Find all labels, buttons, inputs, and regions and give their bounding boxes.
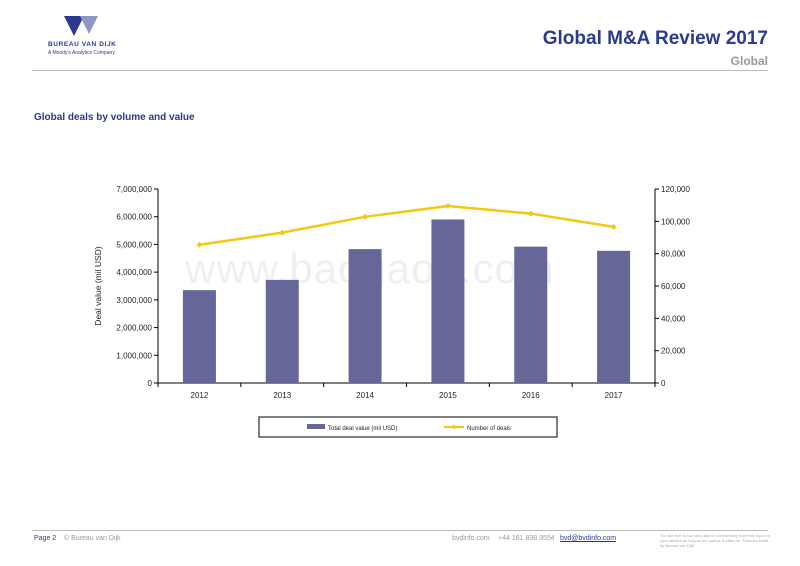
company-logo: BUREAU VAN DIJK A Moody's Analytics Comp… — [48, 16, 138, 56]
legend-bar-label: Total deal value (mil USD) — [328, 426, 397, 432]
x-tick-label: 2014 — [356, 391, 374, 400]
bar-2015 — [431, 219, 465, 383]
legend-bar-swatch — [307, 424, 325, 429]
line-point-2014 — [362, 213, 369, 220]
right-tick-label: 80,000 — [661, 250, 686, 259]
right-tick-label: 40,000 — [661, 314, 686, 323]
right-tick-label: 120,000 — [661, 185, 690, 194]
right-tick-label: 0 — [661, 379, 666, 388]
website-link[interactable]: bvdinfo.com — [452, 535, 490, 542]
bar-2017 — [597, 250, 631, 383]
left-tick-label: 6,000,000 — [116, 213, 152, 222]
left-tick-label: 4,000,000 — [116, 268, 152, 277]
line-point-2016 — [527, 210, 534, 217]
x-tick-label: 2015 — [439, 391, 457, 400]
left-tick-label: 7,000,000 — [116, 185, 152, 194]
line-point-2015 — [444, 202, 451, 209]
right-tick-label: 100,000 — [661, 217, 690, 226]
bar-2012 — [182, 290, 216, 383]
bvd-logo-icon — [64, 16, 98, 36]
y-axis-title: Deal value (mil USD) — [93, 246, 103, 326]
line-point-2012 — [196, 241, 203, 248]
bar-2013 — [265, 279, 299, 383]
left-tick-label: 5,000,000 — [116, 240, 152, 249]
brand-tagline: A Moody's Analytics Company — [48, 50, 115, 56]
report-title: Global M&A Review 2017 — [542, 28, 768, 49]
left-tick-label: 3,000,000 — [116, 296, 152, 305]
usage-note: You are free to use any data or commenta… — [660, 533, 771, 548]
right-tick-label: 60,000 — [661, 282, 686, 291]
x-tick-label: 2013 — [273, 391, 291, 400]
bar-2014 — [348, 249, 382, 383]
line-point-2017 — [610, 223, 617, 230]
email-link[interactable]: bvd@bvdinfo.com — [560, 535, 617, 542]
x-tick-label: 2017 — [605, 391, 623, 400]
report-subtitle: Global — [730, 54, 768, 68]
phone-number: +44 161 838 9554 — [498, 535, 555, 542]
legend-line-label: Number of deals — [467, 426, 511, 432]
left-tick-label: 2,000,000 — [116, 324, 152, 333]
copyright: © Bureau van Dijk — [64, 535, 121, 542]
footer-divider — [32, 530, 768, 531]
x-tick-label: 2016 — [522, 391, 540, 400]
page-number: Page 2 — [34, 535, 57, 542]
legend-line-marker — [451, 424, 457, 430]
legend-box — [258, 416, 558, 438]
bar-2016 — [514, 246, 548, 383]
header-divider — [32, 70, 768, 71]
left-tick-label: 0 — [148, 379, 153, 388]
section-title: Global deals by volume and value — [34, 112, 195, 123]
line-point-2013 — [279, 229, 286, 236]
brand-name: BUREAU VAN DIJK — [48, 41, 117, 48]
left-tick-label: 1,000,000 — [116, 351, 152, 360]
x-tick-label: 2012 — [191, 391, 209, 400]
deals-line — [199, 204, 614, 247]
right-tick-label: 20,000 — [661, 347, 686, 356]
